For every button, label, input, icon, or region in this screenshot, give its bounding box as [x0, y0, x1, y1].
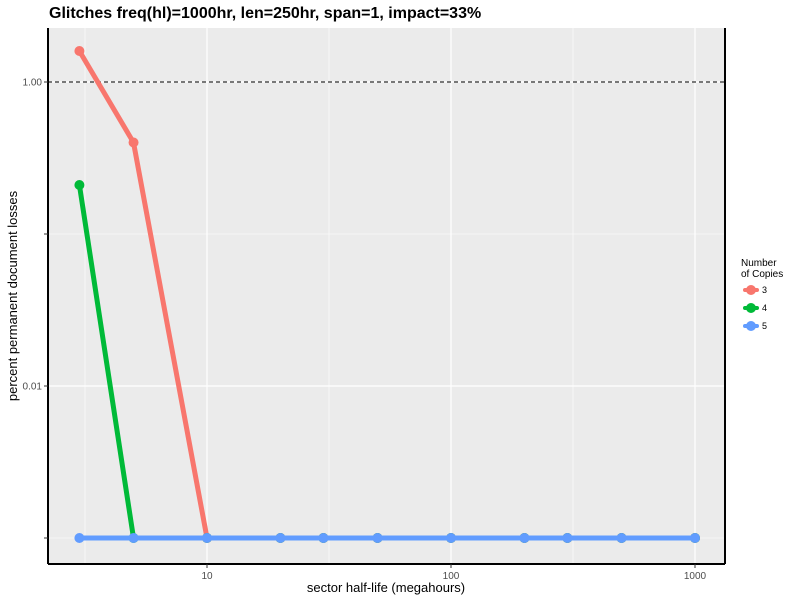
legend-key-point: [746, 303, 756, 313]
y-tick-label: 1.00: [23, 78, 43, 89]
series-5: [74, 533, 700, 543]
legend-label: 3: [762, 285, 767, 295]
data-point: [372, 533, 383, 543]
chart-title: Glitches freq(hl)=1000hr, len=250hr, spa…: [49, 5, 481, 22]
series-layer: [74, 45, 700, 543]
data-point: [616, 533, 627, 543]
legend-item-3: 3: [743, 285, 767, 295]
x-tick-label: 10: [201, 571, 213, 582]
legend-item-5: 5: [743, 321, 767, 331]
legend-label: 4: [762, 303, 767, 313]
x-tick-label: 1000: [684, 571, 707, 582]
legend-title-line: Number: [741, 258, 777, 269]
legend-title-line: of Copies: [741, 269, 783, 280]
data-point: [519, 533, 530, 543]
data-point: [690, 533, 700, 543]
legend-key-point: [746, 285, 756, 295]
y-axis-title: percent permanent document losses: [5, 190, 20, 401]
y-tick-label: 0.01: [23, 382, 43, 393]
axes: 10 100 1000 1.00 0.01: [23, 28, 726, 582]
data-point: [318, 533, 329, 543]
data-point: [74, 45, 85, 56]
legend-key-point: [746, 321, 756, 331]
legend-label: 5: [762, 321, 767, 331]
data-point: [128, 533, 139, 543]
data-point: [562, 533, 573, 543]
data-point: [275, 533, 286, 543]
data-point: [74, 180, 85, 191]
data-point: [128, 137, 139, 148]
plot-panel: [48, 28, 725, 564]
data-point: [74, 533, 85, 543]
data-point: [202, 533, 212, 543]
x-axis-title: sector half-life (megahours): [307, 580, 465, 595]
data-point: [446, 533, 456, 543]
x-tick-label: 100: [443, 571, 460, 582]
legend-item-4: 4: [743, 303, 767, 313]
